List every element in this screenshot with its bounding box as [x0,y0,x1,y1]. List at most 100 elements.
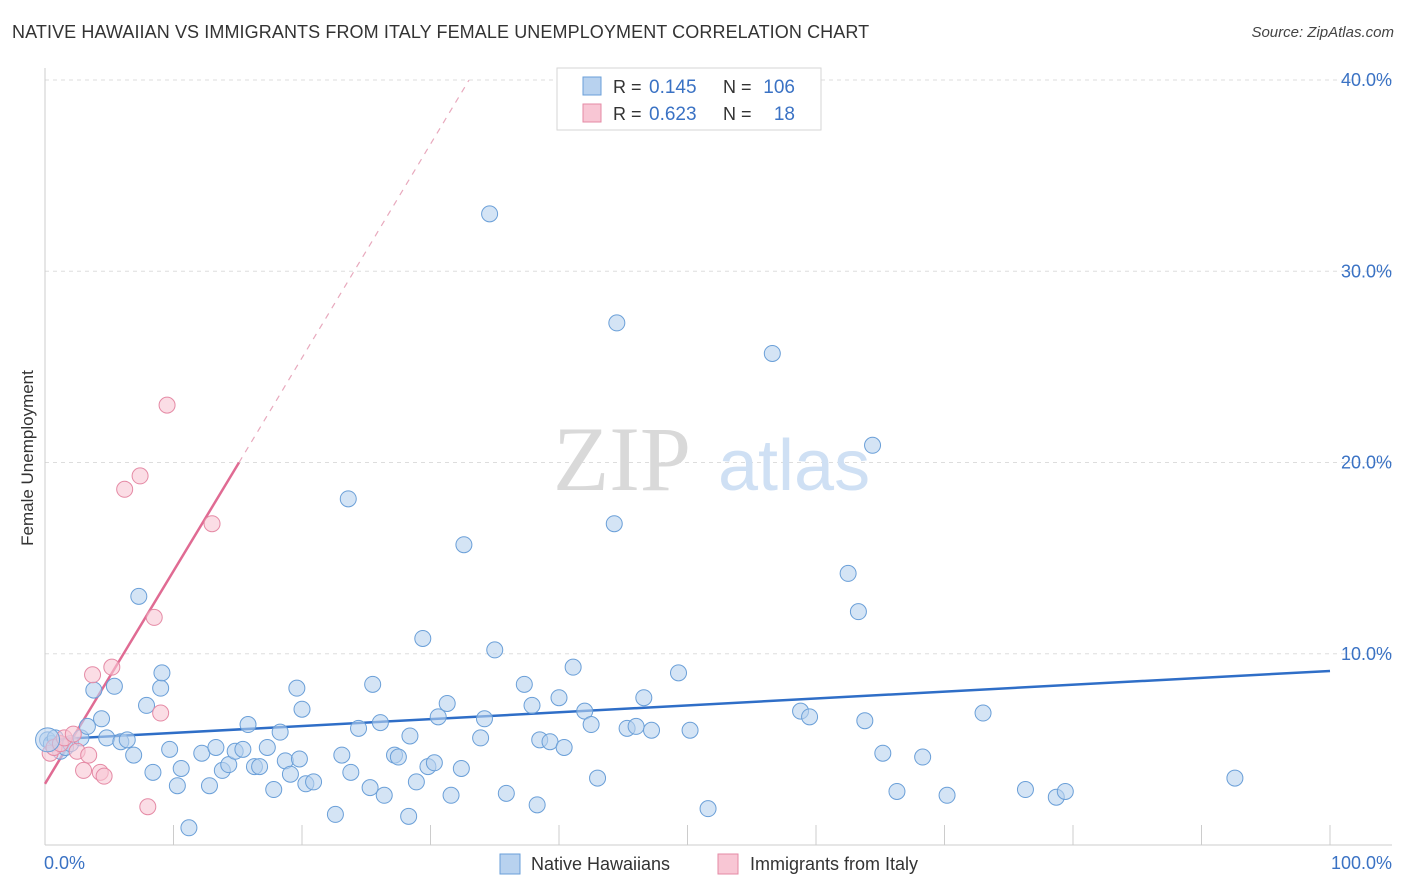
point-immigrants-from-italy [80,746,98,764]
point-native-hawaiians [475,710,493,728]
point-native-hawaiians [874,744,892,762]
series-legend: Native Hawaiians Immigrants from Italy [499,853,918,875]
axes [44,68,1392,846]
stats-legend-swatch-pink [582,103,602,123]
point-native-hawaiians [974,704,992,722]
point-native-hawaiians [371,714,389,732]
watermark: ZIP atlas [553,408,870,510]
point-native-hawaiians [425,754,443,772]
point-native-hawaiians [93,710,111,728]
point-native-hawaiians [605,515,623,533]
y-tick-label: 10.0% [1341,644,1392,664]
point-immigrants-from-italy [145,608,163,626]
point-native-hawaiians [375,786,393,804]
point-native-hawaiians [78,717,96,735]
point-native-hawaiians [361,779,379,797]
point-native-hawaiians [200,777,218,795]
point-immigrants-from-italy [75,761,93,779]
y-axis-label: Female Unemployment [18,370,37,546]
legend-swatch-native-hawaiians [499,853,521,875]
point-native-hawaiians [138,696,156,714]
point-immigrants-from-italy [131,467,149,485]
point-immigrants-from-italy [152,704,170,722]
point-native-hawaiians [271,723,289,741]
stats-r-value-blue: 0.145 [649,77,697,98]
point-native-hawaiians [118,731,136,749]
point-native-hawaiians [172,760,190,777]
point-native-hawaiians [400,807,418,825]
legend-label-native-hawaiians: Native Hawaiians [531,854,670,874]
point-native-hawaiians [455,536,473,554]
point-native-hawaiians [442,786,460,804]
point-native-hawaiians [429,708,447,726]
source-label: Source: ZipAtlas.com [1251,24,1394,41]
point-native-hawaiians [407,773,425,791]
trendline-immigrants-from-italy-extension [238,79,470,463]
point-native-hawaiians [582,716,600,734]
point-native-hawaiians [130,587,148,605]
point-native-hawaiians [288,679,306,697]
point-native-hawaiians [144,763,162,781]
point-native-hawaiians [290,750,308,768]
point-native-hawaiians [938,786,956,804]
point-native-hawaiians [515,675,533,693]
stats-r-value-pink: 0.623 [649,104,697,125]
point-native-hawaiians [801,708,819,726]
point-immigrants-from-italy [84,666,102,684]
scatter-points [35,205,1244,837]
point-native-hawaiians [265,781,283,799]
point-native-hawaiians [258,738,276,756]
point-native-hawaiians [849,603,867,621]
watermark-zip: ZIP [553,408,691,510]
point-native-hawaiians [699,800,717,818]
point-native-hawaiians [85,681,103,699]
point-native-hawaiians [105,677,123,695]
point-native-hawaiians [326,805,344,823]
point-native-hawaiians-cluster [35,727,61,753]
point-native-hawaiians [350,719,368,737]
point-native-hawaiians [234,740,252,758]
point-native-hawaiians [333,746,351,764]
point-native-hawaiians [497,784,515,802]
stats-r-label-blue: R = [613,77,642,97]
stats-n-label-blue: N = [723,77,752,97]
stats-legend: R = 0.145 N = 106 R = 0.623 N = 18 [556,67,822,131]
point-native-hawaiians [1016,781,1034,799]
point-native-hawaiians [523,696,541,714]
point-immigrants-from-italy [64,725,82,743]
stats-r-label-pink: R = [613,104,642,124]
point-native-hawaiians [239,716,257,734]
point-native-hawaiians [281,765,299,783]
point-native-hawaiians [589,769,607,787]
point-native-hawaiians [98,729,116,747]
point-native-hawaiians [364,675,382,693]
point-native-hawaiians [389,748,407,766]
point-native-hawaiians [888,782,906,800]
point-native-hawaiians [438,694,456,712]
point-native-hawaiians [763,344,781,362]
point-native-hawaiians [125,746,143,764]
point-native-hawaiians [528,796,546,814]
point-native-hawaiians [627,717,645,735]
stats-n-value-blue: 106 [763,77,795,98]
point-immigrants-from-italy [95,767,113,785]
trendline-native-hawaiians [44,669,1331,742]
point-native-hawaiians [339,490,357,508]
point-native-hawaiians [541,733,559,751]
point-native-hawaiians [168,777,186,795]
point-native-hawaiians [864,436,882,454]
x-tick-label-max: 100.0% [1331,853,1392,873]
stats-n-value-pink: 18 [774,104,795,125]
watermark-atlas: atlas [718,426,870,506]
point-immigrants-from-italy [203,515,221,533]
point-native-hawaiians [681,721,699,739]
point-native-hawaiians [414,629,432,647]
legend-swatch-immigrants-from-italy [717,853,739,875]
point-immigrants-from-italy [116,480,134,498]
grid-lines [45,79,1392,655]
y-tick-label: 20.0% [1341,453,1392,473]
tick-labels: 10.0% 20.0% 30.0% 40.0% 0.0% 100.0% [44,70,1392,873]
point-native-hawaiians [643,721,661,739]
point-native-hawaiians [555,738,573,756]
